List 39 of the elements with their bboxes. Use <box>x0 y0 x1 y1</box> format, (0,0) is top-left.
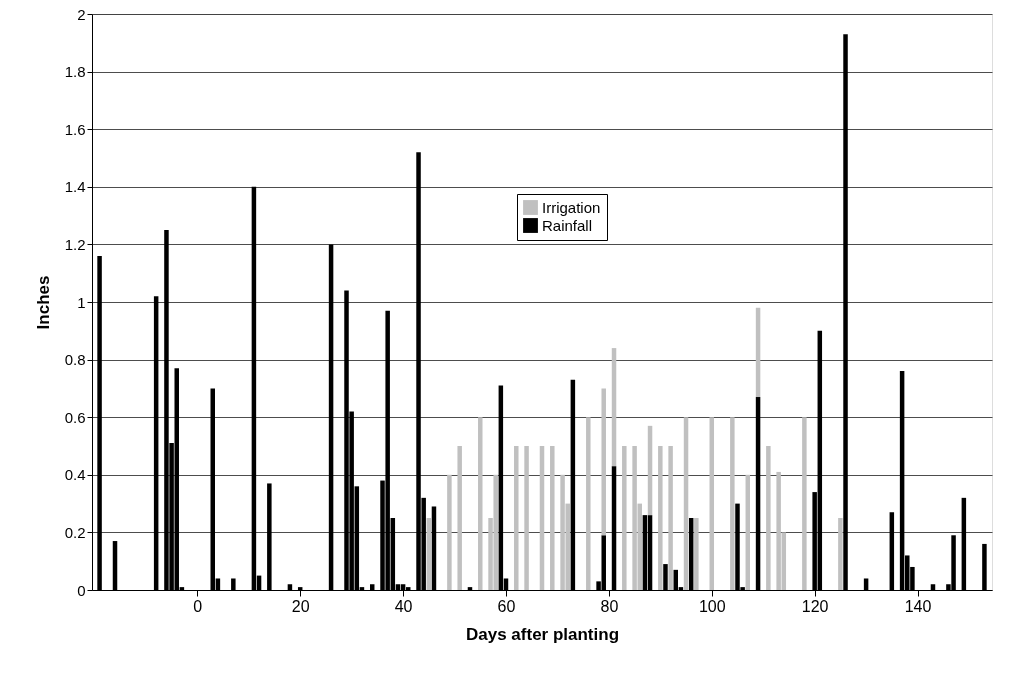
y-axis-title: Inches <box>33 275 53 330</box>
bar <box>694 518 699 590</box>
x-tick-label: 40 <box>394 597 413 615</box>
x-axis-title: Days after planting <box>465 624 620 644</box>
y-tick-label: 1.6 <box>64 120 86 138</box>
bar <box>838 518 843 590</box>
x-tick-label: 0 <box>193 597 203 615</box>
x-tick-label: 80 <box>600 597 619 615</box>
bar <box>514 446 519 590</box>
bar <box>622 446 627 590</box>
bar <box>478 417 483 590</box>
x-tick-label: 60 <box>497 597 516 615</box>
bar <box>457 446 462 590</box>
bar <box>524 446 529 590</box>
x-tick-label: 120 <box>801 597 829 615</box>
bar <box>601 388 606 536</box>
bar <box>447 474 452 590</box>
x-tick-label: 140 <box>904 597 932 615</box>
bar <box>766 446 771 590</box>
y-tick-label: 1.8 <box>64 63 86 81</box>
y-tick-label: 0.6 <box>64 408 86 426</box>
legend-label: Irrigation <box>542 198 601 216</box>
y-tick-label: 1.4 <box>64 178 86 196</box>
bar <box>550 446 555 590</box>
x-tick-label: 20 <box>291 597 310 615</box>
y-tick-label: 1 <box>77 293 86 311</box>
bar <box>586 417 591 590</box>
y-tick-label: 0 <box>77 581 86 599</box>
y-tick-label: 0.2 <box>64 523 86 541</box>
x-tick-label: 100 <box>698 597 726 615</box>
legend-label: Rainfall <box>542 216 593 234</box>
bar <box>668 446 673 590</box>
bar <box>730 417 735 590</box>
bar <box>658 446 663 590</box>
y-tick-label: 0.4 <box>64 466 86 484</box>
y-tick-label: 1.2 <box>64 235 86 253</box>
y-tick-label: 0.8 <box>64 351 86 369</box>
bar <box>802 417 807 590</box>
y-tick-label: 2 <box>77 5 86 23</box>
